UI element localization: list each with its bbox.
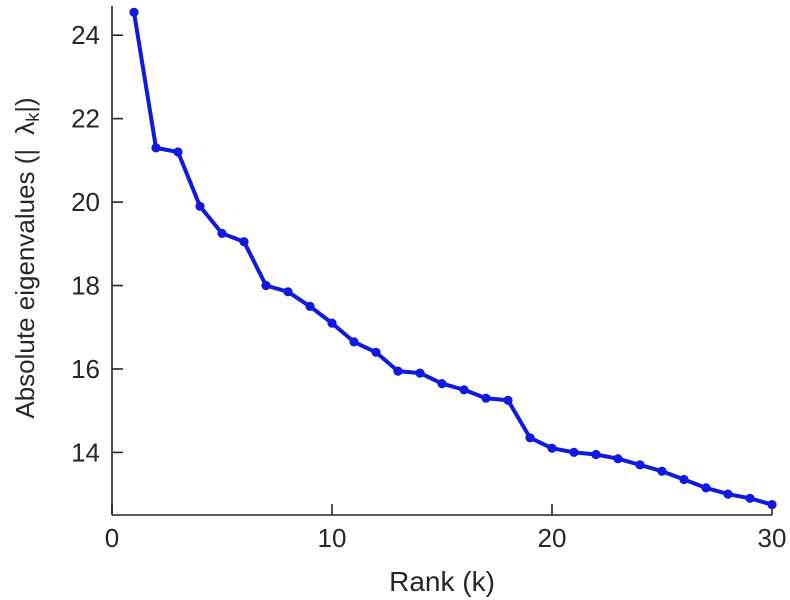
data-point-marker	[701, 483, 711, 493]
x-tick-label: 0	[105, 523, 119, 553]
data-point-marker	[261, 280, 271, 291]
data-point-marker	[767, 500, 777, 510]
data-point-marker	[371, 347, 381, 357]
data-point-marker	[657, 466, 667, 476]
y-tick-label: 24	[71, 20, 100, 50]
x-tick-label: 20	[538, 523, 567, 553]
data-point-marker	[525, 433, 535, 443]
y-tick-label: 18	[71, 271, 100, 301]
data-point-marker	[613, 454, 623, 464]
data-point-marker	[327, 318, 337, 328]
data-point-marker	[745, 493, 755, 503]
data-point-marker	[723, 489, 733, 499]
data-point-marker	[217, 228, 227, 238]
y-tick-label: 22	[71, 104, 100, 134]
data-point-marker	[305, 301, 315, 311]
data-point-marker	[635, 460, 645, 470]
data-point-marker	[151, 143, 161, 153]
eigenvalue-series-line	[132, 10, 774, 507]
y-tick-label: 16	[71, 354, 100, 384]
data-point-marker	[481, 393, 491, 403]
data-point-marker	[393, 366, 403, 376]
x-axis-label: Rank (k)	[389, 566, 495, 597]
y-axis-label-suffix: |)	[10, 97, 40, 113]
y-axis-label-prefix: Absolute eigenvalues (|	[10, 148, 40, 419]
data-point-marker	[415, 368, 425, 378]
data-point-marker	[459, 385, 469, 395]
data-point-marker	[437, 379, 447, 389]
x-tick-label: 30	[758, 523, 787, 553]
lambda-subscript: k	[23, 112, 43, 122]
data-point-marker	[129, 7, 139, 17]
data-point-marker	[547, 443, 557, 453]
y-axis-label: Absolute eigenvalues (| λk|)	[10, 97, 44, 418]
data-point-marker	[503, 395, 513, 405]
y-tick-label: 14	[71, 437, 100, 467]
data-point-marker	[591, 449, 601, 460]
x-tick-label: 10	[318, 523, 347, 553]
data-point-marker	[195, 201, 205, 211]
lambda-symbol: λ	[10, 121, 40, 135]
data-point-marker	[569, 447, 579, 457]
data-point-marker	[239, 237, 249, 247]
data-point-marker	[283, 287, 293, 297]
data-point-marker	[679, 474, 689, 485]
data-point-marker	[349, 337, 359, 347]
y-tick-label: 20	[71, 187, 100, 217]
data-point-marker	[173, 147, 183, 157]
